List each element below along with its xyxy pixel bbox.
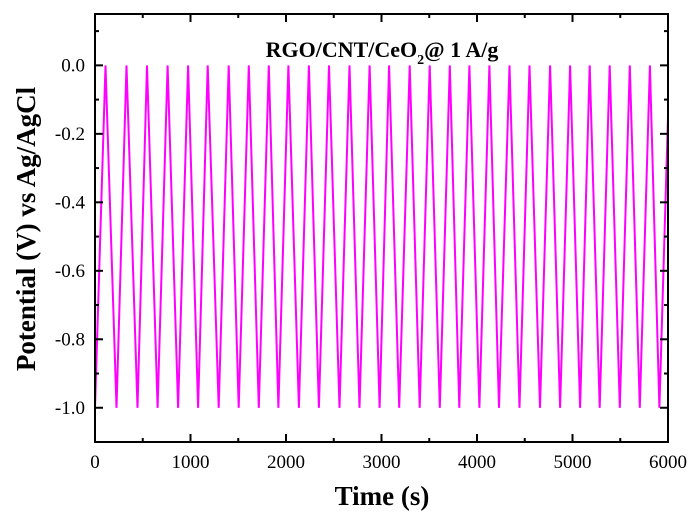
x-tick-label: 5000 (554, 452, 592, 473)
chart-title-suffix: @ 1 A/g (424, 37, 498, 62)
x-tick-label: 6000 (649, 452, 687, 473)
x-tick-label: 4000 (458, 452, 496, 473)
x-tick-label: 3000 (363, 452, 401, 473)
series-layer (94, 65, 669, 408)
chart-title-main: RGO/CNT/CeO (266, 37, 418, 62)
ticks-layer: 0 1000 2000 3000 4000 5000 6000 0.0 -0.2 -0.4 -0.6… (55, 14, 687, 473)
x-tick-label: 0 (90, 452, 100, 473)
y-axis-title: Potential (V) vs Ag/AgCl (11, 86, 41, 371)
y-tick-label: -1.0 (55, 398, 85, 419)
series-line-0 (94, 65, 669, 408)
y-tick-label: 0.0 (61, 55, 85, 76)
y-tick-label: -0.2 (55, 124, 85, 145)
chart-title: RGO/CNT/CeO2@ 1 A/g (266, 37, 499, 68)
x-tick-label: 1000 (172, 452, 210, 473)
y-tick-label: -0.4 (55, 192, 86, 213)
x-axis-title: Time (s) (335, 481, 430, 511)
y-tick-label: -0.6 (55, 261, 85, 282)
x-tick-label: 2000 (267, 452, 305, 473)
y-tick-label: -0.8 (55, 329, 85, 350)
chart-title-subscript: 2 (417, 53, 424, 68)
plot-frame (94, 13, 669, 443)
